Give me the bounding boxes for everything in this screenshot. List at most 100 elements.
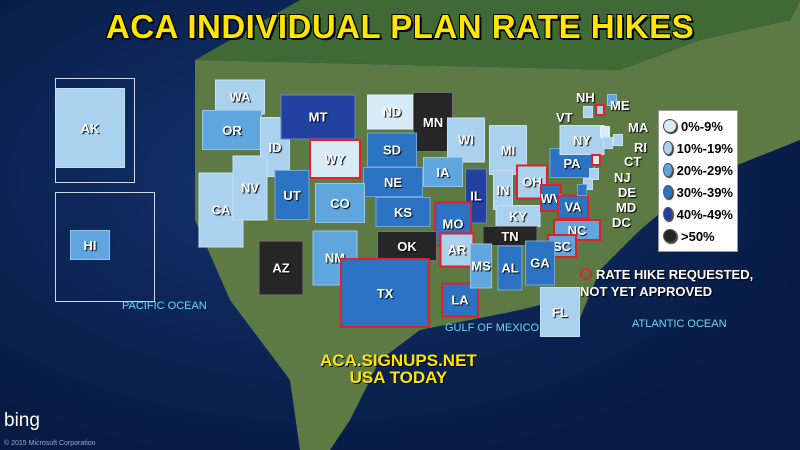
state-ga: GA (525, 240, 555, 286)
state-ia: IA (423, 157, 463, 187)
state-label: ND (382, 104, 402, 120)
state-ok: OK (377, 231, 437, 261)
state-label: AK (80, 120, 100, 136)
state-label: MN (422, 114, 444, 130)
legend-label: 30%-39% (676, 184, 733, 200)
state-dc (577, 184, 587, 196)
legend-swatch-icon (663, 163, 673, 177)
state-label: LA (451, 292, 469, 308)
state-al: AL (497, 245, 523, 291)
state-label: ID (268, 139, 282, 155)
atlantic-ocean-label: ATLANTIC OCEAN (632, 318, 727, 330)
state-label: VA (564, 199, 582, 215)
state-vt (583, 106, 593, 118)
state-wy: WY (309, 139, 361, 179)
state-nh (595, 104, 605, 116)
state-or: OR (202, 110, 262, 150)
state-label: OH (522, 174, 542, 190)
state-label: MO (442, 216, 464, 232)
state-label: CO (330, 195, 350, 211)
state-label: MI (500, 142, 516, 158)
pacific-ocean-label: PACIFIC OCEAN (122, 300, 207, 312)
state-ks: KS (375, 197, 431, 227)
legend-item: 10%-19% (663, 137, 733, 159)
legend-item: 20%-29% (663, 159, 733, 181)
state-mn: MN (413, 92, 453, 152)
legend-label: 10%-19% (676, 140, 733, 156)
copyright: © 2015 Microsoft Corporation (4, 440, 96, 447)
state-fl: FL (540, 287, 580, 337)
state-label: GA (530, 255, 550, 271)
source-credit: ACA.SIGNUPS.NET USA TODAY (320, 351, 477, 387)
state-ri (613, 134, 623, 146)
state-ms: MS (470, 243, 492, 289)
state-label: TN (501, 228, 519, 244)
state-de (589, 168, 599, 180)
state-label: WI (458, 132, 474, 148)
state-mt: MT (280, 94, 356, 140)
legend-label: >50% (681, 228, 715, 244)
state-label: OR (222, 122, 242, 138)
state-nv: NV (232, 155, 268, 221)
state-ct (603, 137, 613, 149)
state-sd: SD (367, 132, 417, 168)
red-outline-icon (580, 268, 592, 280)
state-hi: HI (70, 230, 110, 260)
state-label: CA (211, 202, 231, 218)
state-label: TX (376, 285, 394, 301)
bing-logo: bing (4, 410, 40, 431)
state-label: IL (470, 188, 482, 204)
state-az: AZ (258, 240, 304, 296)
state-nj (591, 154, 601, 166)
legend: 0%-9% 10%-19% 20%-29% 30%-39% 40%-49% >50% (658, 110, 738, 252)
state-label: IN (496, 182, 510, 198)
state-label: NE (383, 174, 403, 190)
state-label: AZ (272, 260, 290, 276)
state-label: NV (240, 180, 260, 196)
state-label: FL (552, 304, 568, 320)
hawaii-inset (55, 192, 155, 302)
legend-swatch-icon (663, 229, 677, 243)
state-label: SC (552, 238, 572, 254)
state-label: NY (572, 132, 592, 148)
state-label: SD (382, 142, 402, 158)
state-label: IA (436, 164, 450, 180)
rate-hike-requested-note: RATE HIKE REQUESTED, NOT YET APPROVED (580, 267, 754, 299)
state-ne: NE (363, 167, 423, 197)
state-label: NC (567, 222, 587, 238)
state-label: OK (397, 238, 417, 254)
callout-label-ct: CT (624, 154, 642, 169)
state-label: KS (393, 204, 413, 220)
state-label: WV (540, 190, 562, 206)
callout-label-de: DE (618, 185, 637, 200)
gulf-of-mexico-label: GULF OF MEXICO (445, 322, 540, 334)
legend-item: >50% (663, 225, 733, 247)
state-ar: AR (439, 232, 475, 268)
legend-item: 0%-9% (663, 115, 733, 137)
state-label: MS (471, 258, 491, 274)
state-label: KY (508, 208, 528, 224)
state-label: WA (229, 89, 251, 105)
state-label: WY (324, 151, 346, 167)
state-label: MT (308, 109, 328, 125)
state-ky: KY (495, 205, 541, 227)
state-label: UT (283, 187, 301, 203)
callout-label-dc: DC (612, 215, 631, 230)
state-ak: AK (55, 88, 125, 168)
state-me (607, 94, 617, 106)
state-label: PA (563, 155, 581, 171)
legend-swatch-icon (663, 207, 673, 221)
state-nd: ND (367, 94, 417, 130)
state-tx: TX (340, 258, 430, 328)
state-ut: UT (274, 170, 310, 220)
callout-label-nh: NH (576, 90, 595, 105)
state-in: IN (493, 170, 513, 210)
legend-label: 0%-9% (681, 118, 723, 134)
legend-item: 40%-49% (663, 203, 733, 225)
state-label: HI (83, 237, 97, 253)
legend-swatch-icon (663, 185, 673, 199)
state-oh: OH (516, 164, 548, 200)
callout-label-vt: VT (556, 110, 573, 125)
legend-swatch-icon (663, 119, 677, 133)
callout-label-md: MD (616, 200, 637, 215)
